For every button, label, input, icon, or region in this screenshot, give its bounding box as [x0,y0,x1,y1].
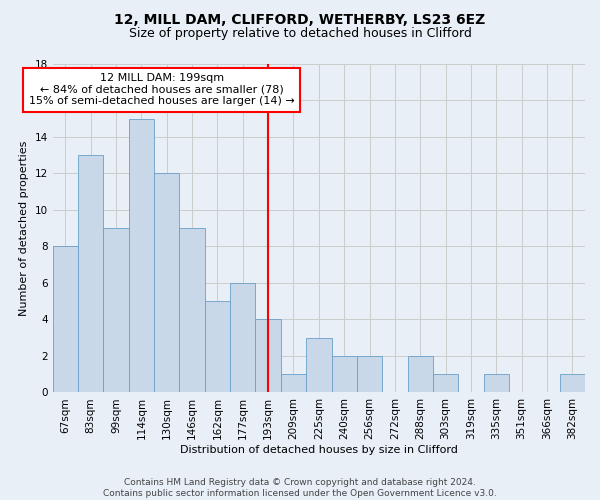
Bar [306,338,332,392]
Bar [433,374,458,392]
Bar [281,374,306,392]
Bar [154,174,179,392]
Bar [407,356,433,393]
Bar [78,155,103,392]
Bar [357,356,382,393]
Text: 12 MILL DAM: 199sqm
← 84% of detached houses are smaller (78)
15% of semi-detach: 12 MILL DAM: 199sqm ← 84% of detached ho… [29,73,295,106]
Bar [53,246,78,392]
Bar [129,118,154,392]
Bar [256,320,281,392]
Bar [230,283,256,393]
Text: Contains HM Land Registry data © Crown copyright and database right 2024.
Contai: Contains HM Land Registry data © Crown c… [103,478,497,498]
Text: Size of property relative to detached houses in Clifford: Size of property relative to detached ho… [128,28,472,40]
Bar [179,228,205,392]
Y-axis label: Number of detached properties: Number of detached properties [19,140,29,316]
Bar [205,301,230,392]
Bar [560,374,585,392]
Bar [332,356,357,393]
Bar [484,374,509,392]
Bar [103,228,129,392]
X-axis label: Distribution of detached houses by size in Clifford: Distribution of detached houses by size … [180,445,458,455]
Text: 12, MILL DAM, CLIFFORD, WETHERBY, LS23 6EZ: 12, MILL DAM, CLIFFORD, WETHERBY, LS23 6… [115,12,485,26]
